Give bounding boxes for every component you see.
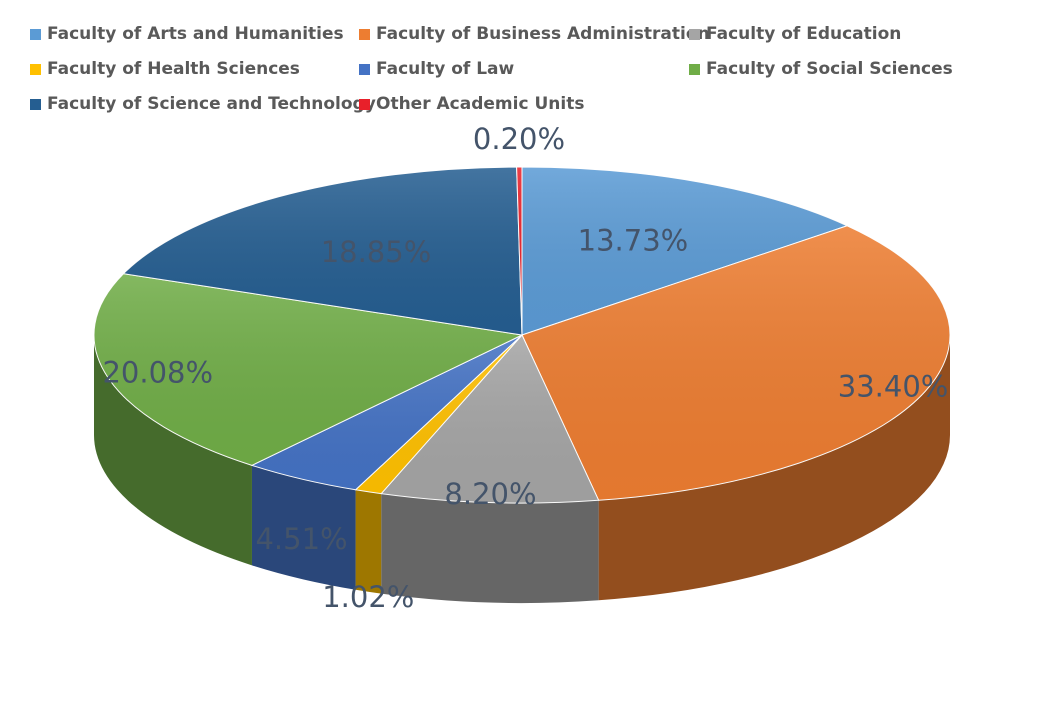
pie-slice-shade-6 <box>123 167 522 335</box>
pie-slice-shade-5 <box>93 273 523 466</box>
legend-swatch-icon <box>359 28 370 40</box>
pie-slice-shade-3 <box>355 335 522 494</box>
legend-swatch-icon <box>689 63 700 75</box>
data-label-2: 8.20% <box>444 477 536 511</box>
legend-swatch-icon <box>30 28 41 40</box>
legend-item-law: Faculty of Law <box>359 57 514 81</box>
data-label-5: 20.08% <box>102 356 213 390</box>
pie-side-3 <box>355 489 382 594</box>
data-label-7: 0.20% <box>473 122 565 156</box>
legend-label: Other Academic Units <box>376 94 585 114</box>
pie-tops <box>93 166 951 504</box>
legend-label: Faculty of Science and Technology <box>47 94 376 114</box>
legend-item-health-sciences: Faculty of Health Sciences <box>30 57 300 81</box>
legend-swatch-icon <box>30 63 41 75</box>
legend-swatch-icon <box>689 28 700 40</box>
pie-labels: 13.73% 33.40% 8.20% 1.02% 4.51% 20.08% 18.85% 0… <box>102 122 948 614</box>
pie-side-2 <box>381 493 599 603</box>
data-label-0: 13.73% <box>578 223 689 257</box>
legend-label: Faculty of Education <box>706 24 902 44</box>
legend-swatch-icon <box>359 98 370 110</box>
pie-side-5 <box>94 335 252 566</box>
pie-slice-shade-4 <box>251 335 523 490</box>
legend-item-other-academic-units: Other Academic Units <box>359 92 584 116</box>
legend-item-science-technology: Faculty of Science and Technology <box>30 92 376 116</box>
pie-slice-shade-2 <box>381 335 599 503</box>
legend-item-education: Faculty of Education <box>689 22 901 46</box>
pie-sides <box>94 335 950 603</box>
legend-item-social-sciences: Faculty of Social Sciences <box>689 57 953 81</box>
legend-swatch-icon <box>30 98 41 110</box>
pie-side-1 <box>598 335 950 601</box>
pie-slice-shade-7 <box>516 167 522 335</box>
pie-side-4 <box>251 465 356 590</box>
legend-item-arts-humanities: Faculty of Arts and Humanities <box>30 22 344 46</box>
legend-swatch-icon <box>359 63 370 75</box>
data-label-4: 4.51% <box>255 522 347 556</box>
legend-label: Faculty of Health Sciences <box>47 59 300 79</box>
chart-legend: Faculty of Arts and Humanities Faculty o… <box>30 22 1030 126</box>
legend-label: Faculty of Social Sciences <box>706 59 953 79</box>
data-label-3: 1.02% <box>322 580 414 614</box>
legend-label: Faculty of Arts and Humanities <box>47 24 344 44</box>
data-label-6: 18.85% <box>321 235 432 269</box>
legend-label: Faculty of Business Administration <box>376 24 710 44</box>
pie-slice-shade-0 <box>522 167 848 335</box>
data-label-1: 33.40% <box>838 370 949 404</box>
legend-item-business-administration: Faculty of Business Administration <box>359 22 710 46</box>
pie-slice-shade-1 <box>522 225 950 501</box>
legend-label: Faculty of Law <box>376 59 515 79</box>
